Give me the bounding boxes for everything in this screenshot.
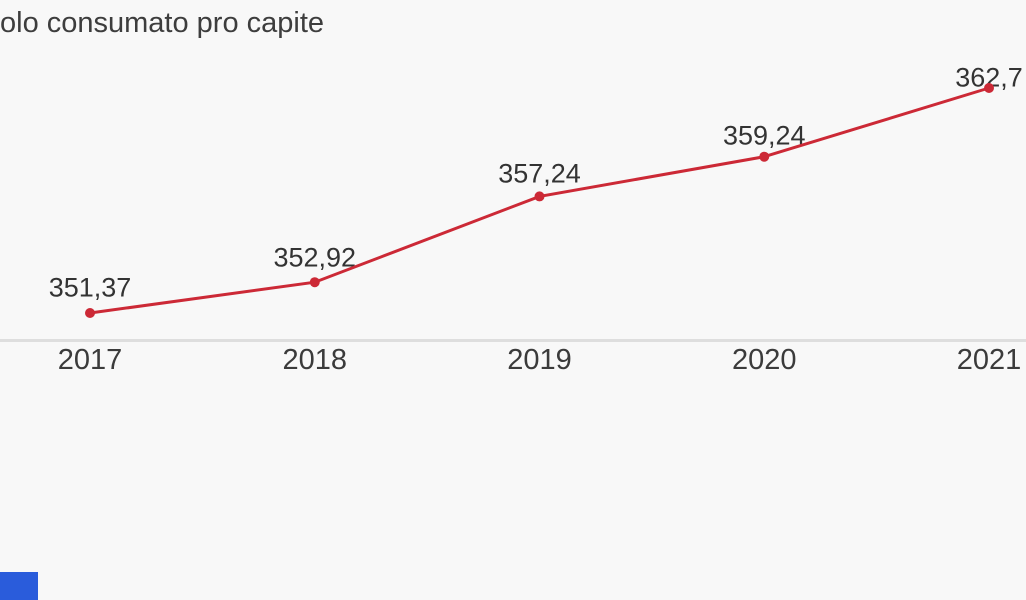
data-point-label: 357,24 xyxy=(498,158,581,189)
data-point-label: 351,37 xyxy=(48,272,132,303)
data-point-label: 352,92 xyxy=(273,242,357,273)
x-tick-label: 2018 xyxy=(282,344,348,376)
data-point xyxy=(85,308,95,318)
x-tick-label: 2020 xyxy=(731,344,797,376)
data-point xyxy=(534,191,545,202)
data-point xyxy=(759,151,770,162)
data-point xyxy=(309,277,320,288)
data-point xyxy=(984,83,994,93)
x-tick-label: 2019 xyxy=(507,344,572,376)
x-tick-label: 2021 xyxy=(956,344,1022,376)
chart-title: olo consumato pro capite xyxy=(0,7,325,39)
data-point-label: 359,24 xyxy=(722,120,806,151)
x-tick-label: 2017 xyxy=(57,344,123,376)
blue-corner-badge xyxy=(0,572,38,600)
x-axis-line xyxy=(0,339,1026,342)
